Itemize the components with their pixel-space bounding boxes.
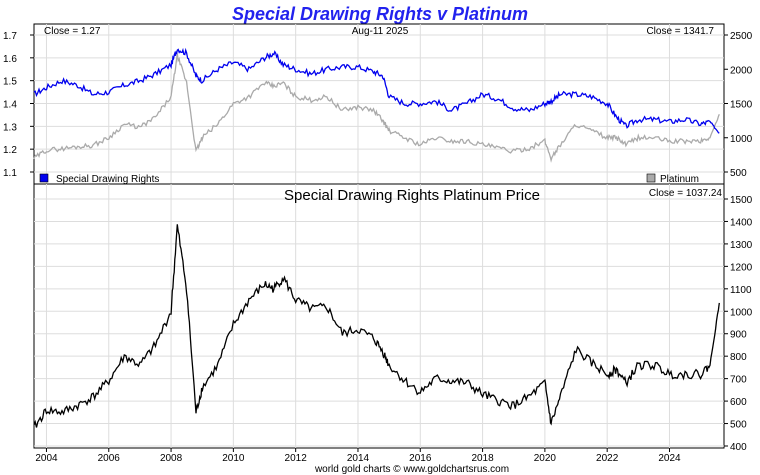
bottom-tick-label-1300: 1300	[730, 240, 753, 251]
bottom-tick-label-900: 900	[730, 330, 747, 341]
legend-platinum-swatch	[646, 173, 656, 183]
x-tick-label-2012: 2012	[285, 453, 308, 464]
top-left-axis: 1.1 1.2 1.3 1.4 1.5 1.6 1.7	[3, 31, 34, 179]
top-right-axis: 500 1000 1500 2000 2500	[724, 31, 753, 179]
bottom-tick-label-600: 600	[730, 397, 747, 408]
x-tick-label-2022: 2022	[596, 453, 619, 464]
platinum-series-line	[33, 53, 720, 163]
x-tick-label-2006: 2006	[98, 453, 121, 464]
bottom-tick-label-700: 700	[730, 375, 747, 386]
bottom-tick-label-500: 500	[730, 420, 747, 431]
bottom-panel-frame	[33, 183, 725, 449]
bottom-tick-label-400: 400	[730, 442, 747, 453]
sdr-platinum-price-line	[33, 224, 720, 428]
x-tick-label-2018: 2018	[471, 453, 494, 464]
x-tick-label-2020: 2020	[534, 453, 557, 464]
top-left-tick-label-1.6: 1.6	[3, 54, 17, 65]
top-right-tick-label-1500: 1500	[730, 100, 753, 111]
legend-sdr-swatch	[39, 173, 49, 183]
chart-title: Special Drawing Rights v Platinum	[232, 4, 528, 24]
top-left-tick-label-1.7: 1.7	[3, 31, 17, 42]
bottom-tick-label-1400: 1400	[730, 217, 753, 228]
legend-platinum-label: Platinum	[660, 174, 699, 185]
top-left-tick-label-1.2: 1.2	[3, 145, 17, 156]
top-right-tick-label-2000: 2000	[730, 65, 753, 76]
x-tick-label-2008: 2008	[160, 453, 183, 464]
bottom-panel-title: Special Drawing Rights Platinum Price	[284, 187, 540, 204]
top-right-tick-label-1000: 1000	[730, 134, 753, 145]
top-close-right: Close = 1341.7	[646, 26, 714, 37]
bottom-tick-label-1200: 1200	[730, 262, 753, 273]
top-left-tick-label-1.4: 1.4	[3, 100, 17, 111]
bottom-tick-label-1000: 1000	[730, 307, 753, 318]
bottom-tick-label-1100: 1100	[730, 285, 752, 296]
bottom-right-axis: 400 500 600 700 800 900 1000 1100 1200 1300 1400 15…	[724, 195, 753, 453]
bottom-tick-label-800: 800	[730, 352, 747, 363]
top-right-tick-label-500: 500	[730, 168, 747, 179]
footer-credit: world gold charts © www.goldchartsrus.co…	[314, 464, 509, 475]
top-right-tick-label-2500: 2500	[730, 31, 753, 42]
x-tick-label-2024: 2024	[658, 453, 681, 464]
bottom-gridlines	[34, 184, 724, 448]
date-label: Aug-11 2025	[352, 26, 409, 37]
x-axis: 2004 2006 2008 2010 2012 2014 2016 2018 2020 2022…	[35, 448, 681, 464]
top-left-tick-label-1.5: 1.5	[3, 77, 17, 88]
x-tick-label-2004: 2004	[35, 453, 58, 464]
bottom-tick-label-1500: 1500	[730, 195, 753, 206]
legend-sdr-label: Special Drawing Rights	[56, 174, 159, 185]
x-tick-label-2014: 2014	[347, 453, 370, 464]
bottom-close-right: Close = 1037.24	[649, 188, 723, 199]
top-panel: 1.1 1.2 1.3 1.4 1.5 1.6 1.7 500 1000 1500 2000 250…	[3, 23, 753, 185]
sdr-series-line	[33, 47, 720, 134]
top-close-left: Close = 1.27	[44, 26, 101, 37]
x-tick-label-2016: 2016	[409, 453, 432, 464]
top-left-tick-label-1.3: 1.3	[3, 122, 17, 133]
top-left-tick-label-1.1: 1.1	[3, 168, 17, 179]
x-tick-label-2010: 2010	[222, 453, 245, 464]
bottom-panel: 400 500 600 700 800 900 1000 1100 1200 1300 1400 15…	[33, 183, 753, 453]
